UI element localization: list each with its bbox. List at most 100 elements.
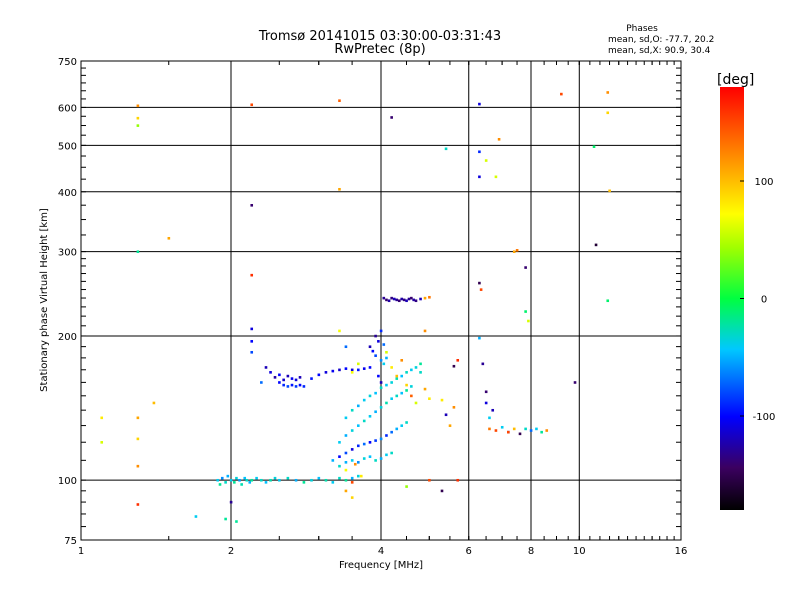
data-point [248, 481, 252, 484]
data-point [540, 430, 543, 434]
data-point [255, 476, 258, 480]
data-point [410, 368, 413, 372]
data-point [374, 439, 377, 442]
x-tick-label: 1 [78, 546, 84, 557]
data-point [478, 150, 481, 154]
data-point [362, 398, 366, 402]
data-point [402, 298, 406, 302]
data-point [392, 297, 396, 301]
data-point [356, 444, 360, 448]
data-point [324, 371, 328, 374]
data-point [294, 478, 298, 482]
data-point [350, 368, 354, 372]
data-point [419, 371, 422, 374]
data-point [419, 362, 422, 366]
data-point [368, 455, 372, 458]
data-point [286, 385, 290, 388]
data-point [273, 376, 277, 379]
colorbar-tick-label: -100 [753, 412, 776, 423]
data-point [484, 390, 488, 394]
data-point [218, 483, 222, 486]
y-tick-label: 75 [64, 536, 77, 547]
data-point [229, 500, 233, 504]
data-point [278, 373, 281, 377]
data-point [390, 381, 393, 384]
data-point [410, 394, 413, 398]
data-point [405, 383, 408, 387]
data-point [452, 406, 456, 409]
data-point [423, 329, 427, 333]
data-point [385, 350, 388, 354]
data-point [238, 478, 241, 482]
data-point [390, 397, 393, 400]
data-point [524, 427, 527, 431]
data-point [356, 424, 360, 427]
data-point [374, 391, 377, 395]
data-point [290, 377, 294, 380]
data-point [414, 299, 418, 303]
data-point [136, 250, 140, 254]
data-point [356, 461, 360, 464]
data-point [243, 476, 247, 480]
data-point [224, 481, 227, 484]
data-point [240, 483, 243, 486]
data-point [497, 137, 501, 141]
colorbar-tick-label: 0 [761, 295, 767, 306]
data-point [506, 430, 510, 434]
x-tick-label: 8 [528, 546, 534, 557]
data-point [478, 102, 481, 106]
y-axis-ticks: 75 100 200 300 400 500 600 750 [58, 57, 681, 547]
data-point [444, 147, 448, 151]
data-point [338, 464, 341, 468]
data-point [250, 350, 254, 354]
data-point [395, 427, 399, 431]
data-point [344, 367, 348, 370]
data-point [385, 434, 388, 437]
data-point [545, 429, 549, 432]
data-point [481, 362, 485, 366]
data-point [379, 437, 383, 441]
data-point [488, 427, 491, 431]
data-point [606, 299, 610, 303]
data-point [338, 455, 341, 458]
data-point [478, 281, 481, 285]
data-point [229, 478, 233, 482]
data-point [377, 340, 380, 343]
data-point [395, 298, 399, 302]
data-point [269, 371, 272, 374]
y-axis-label: Stationary phase Virtual Height [km] [39, 208, 50, 392]
data-point [400, 359, 404, 362]
data-point [500, 425, 504, 429]
data-point [368, 394, 372, 398]
data-point [385, 401, 388, 405]
data-point [390, 451, 393, 455]
data-point [440, 398, 444, 402]
stats-x-mode: mean, sd,X: 90.9, 30.4 [608, 46, 711, 56]
x-tick-label: 2 [228, 546, 234, 557]
data-point [344, 416, 348, 420]
data-point [368, 366, 372, 369]
data-point [440, 489, 444, 493]
data-point [350, 459, 354, 462]
data-point [260, 478, 263, 482]
data-point [350, 429, 354, 432]
data-point [344, 478, 348, 482]
data-point [250, 478, 254, 482]
data-point [356, 474, 360, 478]
data-point [494, 429, 498, 432]
data-point [518, 432, 522, 436]
data-point [410, 296, 413, 300]
y-tick-label: 750 [58, 57, 77, 68]
data-point [310, 478, 313, 482]
data-point [100, 441, 104, 444]
data-point [382, 296, 386, 300]
data-point [350, 371, 354, 374]
x-tick-label: 6 [466, 546, 472, 557]
data-point [250, 327, 254, 331]
data-point [282, 378, 285, 382]
data-point [286, 374, 290, 378]
data-point [136, 437, 140, 441]
data-point [250, 340, 254, 343]
data-point [374, 354, 377, 357]
